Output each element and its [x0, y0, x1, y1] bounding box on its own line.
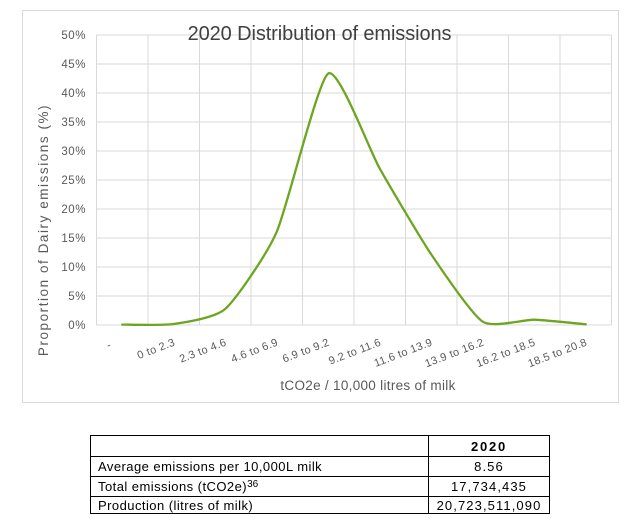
svg-text:-: - — [105, 339, 113, 352]
svg-text:50%: 50% — [61, 30, 86, 42]
svg-text:2020 Distribution of emissions: 2020 Distribution of emissions — [188, 23, 452, 45]
svg-text:tCO2e / 10,000 litres of milk: tCO2e / 10,000 litres of milk — [280, 378, 455, 393]
svg-text:25%: 25% — [61, 175, 86, 187]
svg-text:0%: 0% — [68, 320, 86, 332]
svg-text:45%: 45% — [61, 59, 86, 71]
svg-text:35%: 35% — [61, 117, 86, 129]
svg-text:Proportion of Dairy emissions: Proportion of Dairy emissions (%) — [36, 104, 51, 356]
svg-text:30%: 30% — [61, 146, 86, 158]
svg-text:10%: 10% — [61, 262, 86, 274]
svg-text:40%: 40% — [61, 88, 86, 100]
svg-text:5%: 5% — [68, 291, 86, 303]
svg-text:15%: 15% — [61, 233, 86, 245]
svg-text:20%: 20% — [61, 204, 86, 216]
